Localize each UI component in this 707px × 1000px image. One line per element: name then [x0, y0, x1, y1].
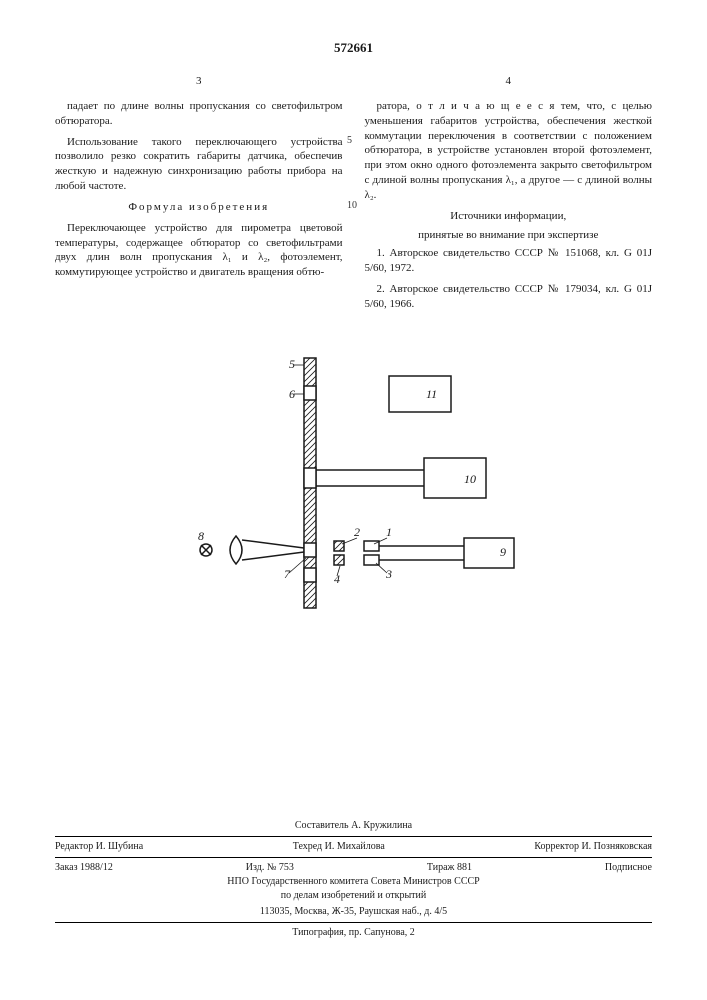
left-column: 3 падает по длине волны пропускания со с… — [55, 74, 343, 318]
footer-order: Заказ 1988/12 — [55, 861, 113, 875]
fig-label-11: 11 — [426, 387, 437, 401]
fig-label-2: 2 — [354, 525, 360, 539]
right-column: 4 ратора, о т л и ч а ю щ е е с я тем, ч… — [365, 74, 653, 318]
footer-typography: Типография, пр. Сапунова, 2 — [55, 922, 652, 940]
footer-corrector: Корректор И. Позняковская — [534, 840, 652, 854]
ref2: 2. Авторское свидетельство СССР № 179034… — [365, 282, 653, 312]
footer-address: 113035, Москва, Ж-35, Раушская наб., д. … — [55, 905, 652, 919]
line-num-10: 10 — [347, 200, 357, 211]
footer-izd: Изд. № 753 — [246, 861, 294, 875]
fig-label-9: 9 — [500, 545, 506, 559]
left-page-num: 3 — [55, 74, 343, 89]
patent-number: 572661 — [55, 40, 652, 56]
left-p3: Переключающее устройство для пирометра ц… — [55, 221, 343, 280]
footer-subscription: Подписное — [605, 861, 652, 875]
fig-label-10: 10 — [464, 472, 476, 486]
footer-org2: по делам изобретений и открытий — [55, 889, 652, 903]
fig-label-8: 8 — [198, 529, 204, 543]
footer-editor: Редактор И. Шубина — [55, 840, 143, 854]
footer-tiraz: Тираж 881 — [427, 861, 472, 875]
refs-heading2: принятые во внимание при экспертизе — [365, 228, 653, 243]
right-p1: ратора, о т л и ч а ю щ е е с я тем, что… — [365, 99, 653, 203]
ref1: 1. Авторское свидетельство СССР № 151068… — [365, 246, 653, 276]
fig-label-3: 3 — [385, 567, 392, 581]
left-p2: Использование такого переключающего устр… — [55, 135, 343, 194]
refs-heading1: Источники информации, — [365, 209, 653, 224]
fig-label-7: 7 — [284, 567, 291, 581]
right-page-num: 4 — [365, 74, 653, 89]
footer-org1: НПО Государственного комитета Совета Мин… — [55, 875, 652, 889]
fig-label-5: 5 — [289, 357, 295, 371]
footer-techred: Техред И. Михайлова — [293, 840, 385, 854]
line-num-5: 5 — [347, 135, 352, 146]
footer: Составитель А. Кружилина Редактор И. Шуб… — [55, 819, 652, 940]
fig-label-1: 1 — [386, 525, 392, 539]
fig-label-4: 4 — [334, 572, 340, 586]
left-p1: падает по длине волны пропускания со све… — [55, 99, 343, 129]
formula-heading: Формула изобретения — [55, 200, 343, 215]
text-columns: 3 падает по длине волны пропускания со с… — [55, 74, 652, 318]
patent-figure: 5 6 11 10 2 1 3 4 7 8 9 — [55, 348, 652, 638]
footer-compiler: Составитель А. Кружилина — [55, 819, 652, 833]
